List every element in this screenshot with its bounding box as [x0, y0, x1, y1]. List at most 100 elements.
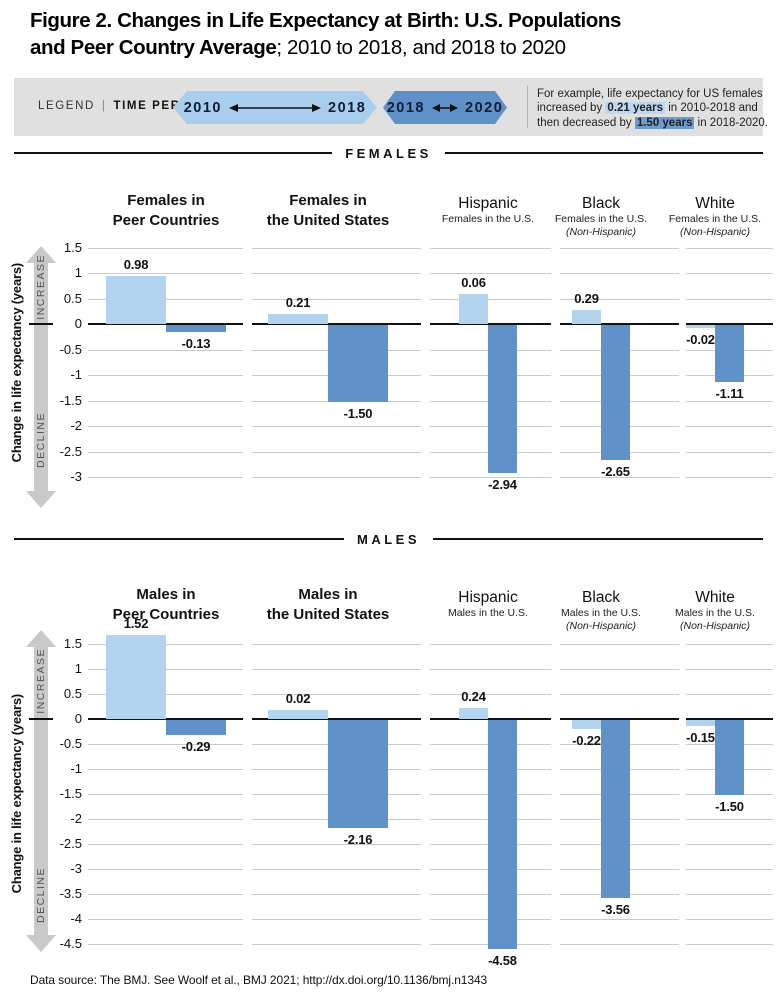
tick-label: 1	[74, 265, 82, 281]
header-rule-left	[14, 538, 344, 540]
gridline	[686, 694, 773, 695]
section-title-males: MALES	[357, 531, 420, 547]
gridline	[686, 477, 773, 479]
gridline	[88, 273, 243, 275]
example-highlight-increase: 0.21 years	[605, 102, 666, 115]
bar-light-2010-2018	[268, 313, 328, 325]
bar-value-label: 0.24	[461, 689, 486, 704]
chart-group-title: White Females in the U.S. (Non-Hispanic)	[668, 195, 762, 238]
bar-value-label: 0.29	[574, 290, 599, 306]
gridline	[430, 694, 551, 695]
gridline	[430, 669, 551, 670]
tick-label: 1.5	[63, 636, 82, 651]
bar-value-label: 1.52	[123, 616, 149, 631]
tick-label: -3	[70, 469, 82, 485]
legend-period-2018-2020: 2018 2020	[383, 91, 507, 124]
gridline	[560, 669, 679, 670]
bar-value-label: -2.94	[488, 476, 517, 492]
gridline	[430, 298, 551, 300]
gridline	[252, 477, 421, 479]
bar-value-label: 0.21	[285, 294, 311, 310]
zero-line	[252, 718, 421, 720]
gridline	[560, 944, 679, 945]
bar-dark-2018-2020	[601, 720, 630, 898]
double-arrow-icon	[229, 103, 321, 113]
gridline	[88, 794, 243, 795]
gridline	[686, 248, 773, 249]
gridline	[88, 769, 243, 770]
gridline	[686, 426, 773, 428]
gridline	[686, 451, 773, 453]
bar-light-2010-2018	[106, 635, 166, 719]
gridline	[252, 298, 421, 300]
chart-group-title: Hispanic Females in the U.S.	[441, 195, 535, 225]
increase-decline-arrow	[26, 246, 56, 508]
gridline	[252, 694, 421, 695]
bar-value-label: -2.16	[343, 832, 373, 847]
bar-dark-2018-2020	[488, 325, 517, 473]
zero-line	[686, 323, 773, 326]
tick-label: -4.5	[59, 936, 82, 951]
tick-label: -2	[70, 418, 82, 434]
gridline	[252, 919, 421, 920]
period1-start-year: 2010	[183, 99, 222, 116]
bar-dark-2018-2020	[715, 720, 744, 795]
data-source-note: Data source: The BMJ. See Woolf et al., …	[30, 973, 488, 987]
gridline	[686, 919, 773, 920]
gridline	[88, 744, 243, 745]
tick-label: -2.5	[59, 443, 82, 459]
gridline	[560, 273, 679, 275]
zero-line	[430, 323, 551, 326]
gridline	[88, 426, 243, 428]
gridline	[88, 944, 243, 945]
tick-label: -1.5	[59, 786, 82, 801]
tick-label: -3.5	[59, 886, 82, 901]
chart-group-title: Females in the United States	[266, 192, 390, 229]
chart-group-title: Females in Peer Countries	[112, 192, 220, 229]
zero-line	[252, 323, 421, 326]
gridline	[252, 669, 421, 670]
gridline	[686, 273, 773, 275]
gridline	[430, 644, 551, 645]
gridline	[560, 298, 679, 300]
tick-label: 0.5	[63, 290, 82, 306]
tick-label: 1.5	[63, 240, 82, 255]
zero-line	[560, 718, 679, 720]
legend-bar: LEGEND | TIME PERIODS 2010 2018 2018 202…	[14, 78, 768, 136]
zero-line	[686, 718, 773, 720]
legend-vertical-divider	[527, 86, 528, 128]
tick-label: -0.5	[59, 341, 82, 357]
gridline	[88, 869, 243, 870]
gridline	[686, 819, 773, 820]
gridline	[430, 248, 551, 249]
chart-group-title: Males in the United States	[266, 586, 390, 623]
bar-light-2010-2018	[106, 275, 166, 325]
chart-group-title: White Males in the U.S. (Non-Hispanic)	[675, 589, 755, 632]
gridline	[252, 944, 421, 945]
bar-value-label: -4.58	[488, 953, 517, 968]
gridline	[88, 400, 243, 402]
bar-value-label: -0.02	[686, 331, 715, 347]
gridline	[252, 894, 421, 895]
bar-light-2010-2018	[459, 293, 488, 325]
bar-dark-2018-2020	[488, 720, 517, 949]
gridline	[686, 644, 773, 645]
gridline	[252, 869, 421, 870]
tick-label: -2	[70, 811, 82, 826]
gridline	[686, 869, 773, 870]
tick-label: -4	[70, 911, 82, 926]
bar-value-label: -1.11	[715, 385, 744, 401]
bar-dark-2018-2020	[166, 720, 226, 735]
example-post: in 2018-2020.	[694, 116, 769, 129]
gridline	[252, 273, 421, 275]
gridline	[252, 644, 421, 645]
section-title-females: FEMALES	[345, 145, 432, 161]
gridline	[88, 844, 243, 845]
example-highlight-decrease: 1.50 years	[634, 116, 695, 129]
gridline	[560, 477, 679, 479]
gridline	[560, 248, 679, 249]
period2-start-year: 2018	[386, 99, 425, 116]
legend-pipe-divider: |	[101, 100, 107, 112]
bar-value-label: -0.15	[686, 730, 715, 745]
